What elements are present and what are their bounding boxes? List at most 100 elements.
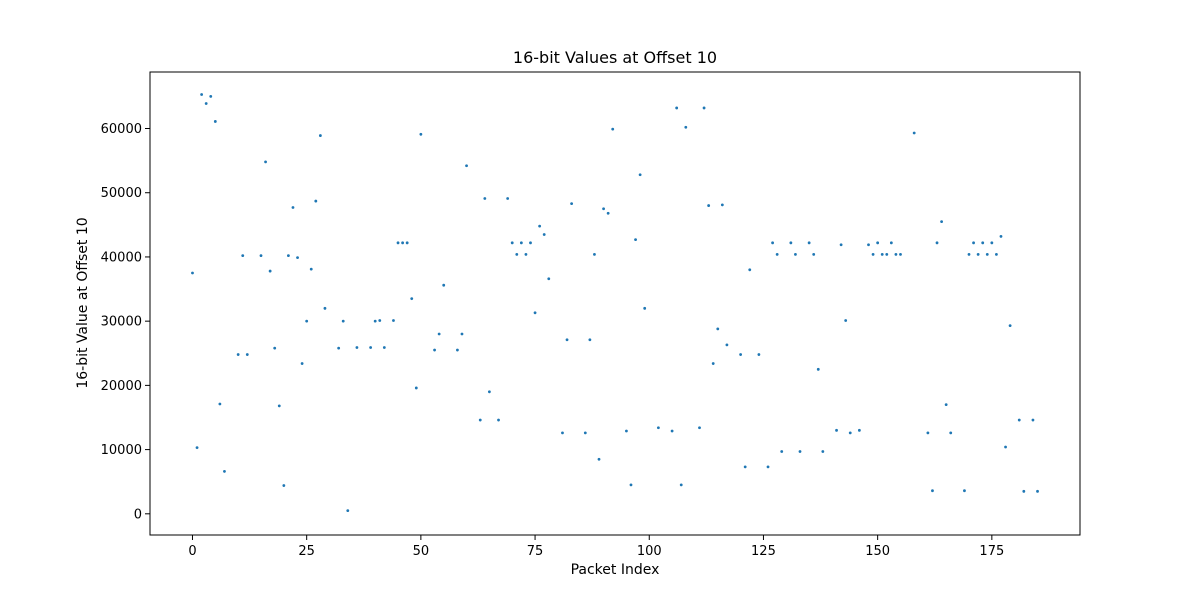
data-point [926, 431, 930, 435]
data-point [264, 160, 267, 164]
x-tick-label: 125 [751, 544, 776, 559]
data-point [757, 353, 761, 356]
data-point [542, 233, 546, 236]
x-axis-label: Packet Index [571, 562, 660, 578]
data-point [300, 362, 304, 365]
x-tick-label: 75 [527, 544, 544, 559]
data-point [981, 241, 985, 245]
data-point [337, 346, 341, 350]
data-point [848, 431, 852, 435]
data-point [241, 254, 245, 258]
data-point [282, 484, 286, 487]
data-point [702, 106, 706, 110]
data-point [561, 431, 564, 435]
data-point [236, 353, 240, 356]
data-point [995, 252, 998, 256]
data-point [880, 252, 884, 256]
y-tick-label: 40000 [101, 250, 142, 265]
data-point [583, 431, 587, 435]
data-point [588, 338, 592, 342]
data-point [593, 252, 596, 256]
x-tick-label: 50 [413, 544, 430, 559]
data-point [876, 241, 880, 245]
data-point [291, 206, 295, 209]
data-point [547, 277, 551, 281]
chart-title: 16-bit Values at Offset 10 [513, 48, 717, 67]
data-point [656, 426, 660, 430]
data-point [414, 386, 418, 390]
data-point [711, 362, 715, 365]
data-point [602, 207, 605, 211]
data-point [223, 470, 226, 473]
data-point [899, 252, 902, 256]
data-point [373, 319, 377, 323]
data-point [743, 465, 747, 469]
data-point [524, 252, 528, 256]
data-point [1031, 418, 1035, 422]
y-tick-label: 20000 [101, 379, 142, 394]
data-point [748, 268, 752, 272]
y-tick-label: 10000 [101, 443, 142, 458]
data-point [931, 489, 934, 493]
plot-area-frame [149, 71, 1081, 536]
data-point [273, 346, 277, 350]
data-point [999, 234, 1003, 238]
data-point [684, 125, 688, 129]
data-points [191, 93, 1039, 512]
data-point [675, 106, 679, 110]
data-point [935, 241, 939, 245]
data-point [716, 327, 720, 331]
data-point [885, 252, 889, 256]
data-point [629, 483, 633, 487]
data-point [1017, 418, 1021, 422]
data-point [296, 256, 299, 259]
data-point [519, 241, 523, 245]
data-point [268, 269, 272, 273]
data-point [625, 429, 628, 433]
data-point [314, 199, 318, 203]
data-point [419, 132, 423, 136]
data-point [245, 353, 249, 356]
data-point [506, 197, 510, 200]
data-point [720, 203, 724, 207]
data-point [433, 348, 436, 352]
data-point [798, 450, 802, 453]
data-point [867, 243, 870, 247]
data-point [940, 220, 943, 224]
data-point [259, 254, 263, 258]
data-point [844, 319, 848, 322]
data-point [401, 241, 404, 245]
data-point [369, 346, 373, 349]
data-point [538, 224, 542, 228]
x-tick-label: 25 [298, 544, 315, 559]
x-axis: 0 25 50 75 100 125 150 175 [188, 535, 1004, 559]
data-point [775, 252, 779, 256]
data-point [725, 343, 729, 347]
data-point [510, 241, 514, 245]
data-point [949, 431, 953, 435]
data-point [460, 332, 464, 336]
data-point [305, 319, 309, 323]
data-point [405, 241, 409, 245]
data-point [597, 457, 601, 461]
data-point [739, 353, 743, 356]
x-tick-label: 0 [188, 544, 196, 559]
data-point [871, 252, 875, 256]
data-point [967, 252, 971, 256]
data-point [990, 241, 994, 245]
y-tick-label: 50000 [101, 186, 142, 201]
x-tick-label: 175 [979, 544, 1004, 559]
data-point [894, 252, 898, 256]
data-point [442, 283, 446, 287]
data-point [780, 450, 784, 453]
data-point [771, 241, 774, 245]
data-point [606, 211, 610, 215]
data-point [634, 238, 637, 242]
data-point [789, 241, 793, 245]
data-point [209, 95, 213, 98]
y-tick-label: 60000 [101, 122, 142, 137]
data-point [410, 297, 414, 301]
data-point [396, 241, 400, 245]
